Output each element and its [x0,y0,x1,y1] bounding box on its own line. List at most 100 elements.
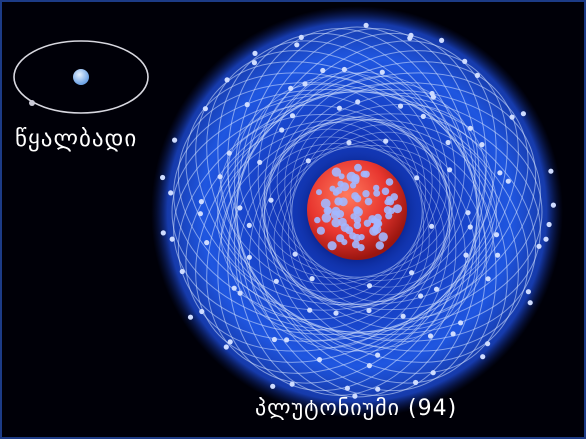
neutron [353,221,362,230]
electron [366,307,372,314]
hydrogen-orbit [13,40,149,114]
neutron [373,213,382,222]
electron [474,72,480,78]
neutron [362,190,370,198]
orbit-path [237,93,477,331]
electron [202,106,208,112]
electron [197,211,203,217]
electron [467,125,473,131]
hydrogen-atom [13,40,149,114]
electron [418,293,424,299]
electron [546,221,552,228]
electron [509,114,515,120]
electron [445,139,451,146]
electron [273,278,279,284]
electron [223,344,229,350]
neutron [351,240,360,249]
electron [252,50,258,57]
electron [307,307,313,313]
electron [409,270,415,276]
orbit-path [173,89,541,335]
electron [383,138,389,144]
neutron [321,213,332,223]
electron [244,102,250,108]
electron [427,333,434,339]
orbit-path [195,61,519,363]
electron [408,32,414,39]
neutron [372,223,380,230]
orbit-path [185,72,529,352]
electron [204,240,210,246]
orbit-path [177,82,537,342]
neutron [353,194,362,203]
electron [237,290,243,296]
electron [288,85,294,91]
electron [414,175,420,181]
neutron [338,173,345,180]
electron [525,289,532,295]
electron [172,137,178,143]
electron [536,243,542,249]
electron [198,199,204,205]
electron [458,320,464,326]
electron [363,22,369,28]
electron [271,336,277,343]
electron [439,37,445,44]
neutron [360,170,368,178]
neutron [331,167,342,177]
electron [366,363,372,369]
electron [160,230,166,236]
electron [333,310,339,316]
orbit-path [257,76,457,348]
hydrogen-electron [29,100,35,106]
electron [246,254,252,260]
orbit-path [227,32,487,392]
electron [493,232,500,238]
electron [302,81,308,87]
neutron [373,184,380,192]
neutron [373,189,381,197]
electron [227,339,233,345]
neutron [341,239,348,246]
electron [179,268,185,275]
electron [246,222,252,228]
neutron [334,197,343,206]
neutron [329,185,336,192]
electron [346,140,352,146]
neutron [354,163,362,172]
orbit-path [206,50,508,374]
neutron [375,241,384,250]
electron [352,393,358,399]
electron [169,236,175,242]
electron [217,174,223,180]
neutron [314,216,321,224]
electron [429,223,435,229]
orbit-path [185,72,529,352]
neutron [358,234,365,241]
electron [485,276,491,282]
electron [224,77,230,83]
electron [543,236,549,242]
electron [462,58,468,64]
orbit-path [238,93,476,331]
orbit-path [263,72,451,352]
neutron [364,197,373,206]
electron [527,300,533,306]
electron [279,127,285,133]
neutron [345,226,354,235]
orbit-path [206,50,508,374]
neutron [381,187,390,196]
electron [268,197,274,203]
electron [430,94,436,100]
electron [251,60,257,66]
electron [270,383,276,389]
electron [495,252,501,258]
neutron [363,219,372,227]
electron [284,337,290,343]
electron [320,67,326,74]
electron [450,331,456,337]
neutron [340,182,350,192]
electron [480,354,486,360]
neutron [385,196,393,203]
